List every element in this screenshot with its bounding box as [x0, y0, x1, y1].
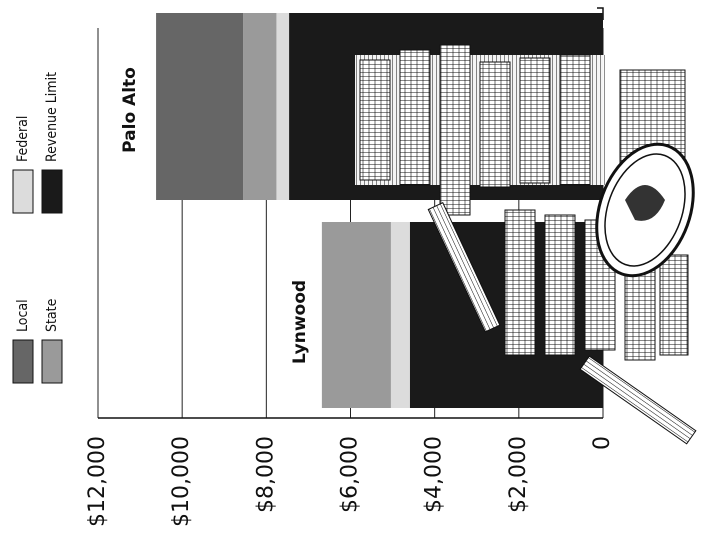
- coin-decoration: [355, 44, 697, 445]
- y-tick-label: $6,000: [338, 436, 363, 513]
- legend-label: Federal: [15, 116, 31, 162]
- y-tick-label: $10,000: [169, 436, 194, 527]
- bar-segment: [390, 222, 410, 408]
- legend-swatch: [12, 169, 34, 214]
- y-tick-label: $4,000: [422, 436, 447, 513]
- y-tick-label: $2,000: [506, 436, 531, 513]
- y-tick-label: 0: [590, 436, 615, 450]
- category-label: Lynwood: [290, 280, 310, 364]
- bar-segment: [243, 13, 277, 200]
- legend-label: State: [44, 298, 60, 332]
- y-tick-label: $12,000: [85, 436, 110, 527]
- bar-segment: [321, 222, 391, 408]
- category-label: Palo Alto: [120, 67, 140, 153]
- y-tick-label: $8,000: [253, 436, 278, 513]
- legend-label: Revenue Limit: [44, 72, 60, 162]
- bar-segment: [156, 13, 244, 200]
- bar-segment: [276, 13, 290, 200]
- labels: 0 $2,000 $4,000 $6,000 $8,000 $10,000 $12,000 P…: [12, 67, 615, 527]
- legend-swatch: [12, 339, 34, 384]
- legend-swatch: [41, 169, 63, 214]
- legend-swatch: [41, 339, 63, 384]
- legend-label: Local: [15, 299, 31, 332]
